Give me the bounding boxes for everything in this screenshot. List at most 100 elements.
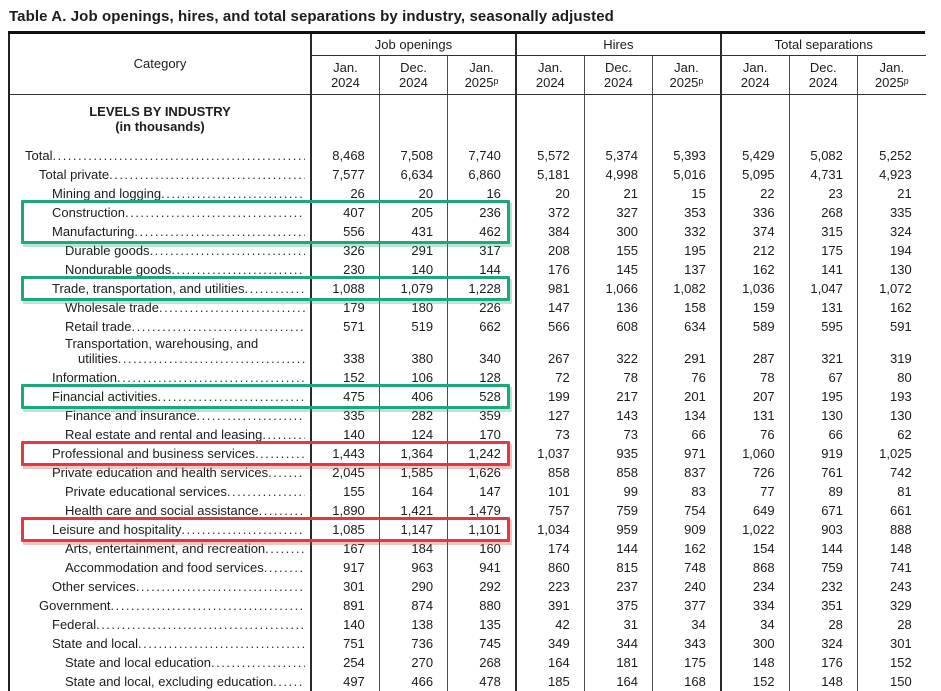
dot-leader <box>262 427 305 442</box>
value-cell: 78 <box>583 367 653 387</box>
table-row: Professional and business services1,443 1… <box>9 443 926 463</box>
value-cell: 205 <box>378 202 448 222</box>
value-cell: 76 <box>652 367 721 387</box>
value-cell: 236 <box>447 202 516 222</box>
value-cell: 868 <box>719 557 790 577</box>
value-cell: 5,393 <box>652 145 721 165</box>
category-cell: Professional and business services <box>9 444 311 463</box>
table-row: Mining and logging262016202115222321 <box>9 183 926 203</box>
value-cell: 268 <box>788 202 858 222</box>
value-cell: 2,045 <box>309 462 380 482</box>
value-cell: 519 <box>378 316 448 336</box>
category-label: Manufacturing <box>52 223 135 239</box>
value-cell: 591 <box>856 316 926 336</box>
value-cell: 556 <box>309 221 380 241</box>
value-cell: 326 <box>309 240 380 260</box>
value-cell: 140 <box>378 259 448 279</box>
value-cell: 888 <box>856 519 926 539</box>
value-cell: 6,634 <box>378 164 448 184</box>
value-cell <box>719 94 790 146</box>
value-cell: 175 <box>788 240 858 260</box>
dot-leader <box>150 243 305 258</box>
value-cell: 1,036 <box>719 278 790 298</box>
value-cell: 185 <box>514 671 585 691</box>
value-cell: 20 <box>514 183 585 203</box>
value-cell: 170 <box>447 424 516 444</box>
dot-leader <box>138 636 305 651</box>
value-cell: 168 <box>652 671 721 691</box>
dot-leader <box>255 446 305 461</box>
category-cell: Private education and health services <box>9 463 311 482</box>
month-header-row: Jan. 2024 Dec. 2024 Jan. 2025ᵖ Jan. 2024… <box>9 55 926 95</box>
value-cell: 1,228 <box>447 278 516 298</box>
value-cell: 661 <box>856 500 926 520</box>
table-row: Other services 30129029222323724023423224… <box>9 576 926 596</box>
value-cell: 349 <box>514 633 585 653</box>
dot-leader <box>227 484 305 499</box>
value-cell: 62 <box>856 424 926 444</box>
value-cell: 340 <box>447 335 516 368</box>
value-cell: 748 <box>652 557 721 577</box>
value-cell: 152 <box>856 652 926 672</box>
category-cell: Nondurable goods <box>9 260 311 279</box>
value-cell: 181 <box>583 652 653 672</box>
value-cell: 21 <box>856 183 926 203</box>
value-cell: 291 <box>378 240 448 260</box>
value-cell: 1,066 <box>583 278 653 298</box>
dot-leader <box>197 408 305 423</box>
category-cell: Financial activities <box>9 387 311 406</box>
dot-leader <box>244 281 305 296</box>
value-cell: 1,022 <box>719 519 790 539</box>
category-label: Finance and insurance <box>65 407 197 423</box>
category-label: Federal <box>52 616 97 632</box>
month-header: Jan. 2025ᵖ <box>447 55 516 95</box>
category-cell: Durable goods <box>9 241 311 260</box>
value-cell: 136 <box>583 297 653 317</box>
value-cell: 176 <box>514 259 585 279</box>
value-cell: 335 <box>309 405 380 425</box>
value-cell: 230 <box>309 259 380 279</box>
value-cell: 380 <box>378 335 448 368</box>
value-cell: 144 <box>447 259 516 279</box>
value-cell: 148 <box>788 671 858 691</box>
value-cell: 99 <box>583 481 653 501</box>
value-cell: 106 <box>378 367 448 387</box>
value-cell: 240 <box>652 576 721 596</box>
value-cell: 184 <box>378 538 448 558</box>
dot-leader <box>259 503 305 518</box>
value-cell <box>447 94 516 146</box>
value-cell: 1,088 <box>309 278 380 298</box>
value-cell: 754 <box>652 500 721 520</box>
value-cell: 268 <box>447 652 516 672</box>
value-cell: 324 <box>856 221 926 241</box>
value-cell: 7,740 <box>447 145 516 165</box>
value-cell: 16 <box>447 183 516 203</box>
value-cell: 909 <box>652 519 721 539</box>
value-cell: 162 <box>719 259 790 279</box>
table-row: Accommodation and food services 917963941… <box>9 557 926 577</box>
value-cell: 745 <box>447 633 516 653</box>
value-cell: 874 <box>378 595 448 615</box>
value-cell: 147 <box>447 481 516 501</box>
value-cell: 462 <box>447 221 516 241</box>
value-cell: 290 <box>378 576 448 596</box>
value-cell: 155 <box>309 481 380 501</box>
dot-leader <box>96 617 305 632</box>
value-cell: 1,443 <box>309 443 380 463</box>
value-cell: 66 <box>652 424 721 444</box>
category-label-continued: utilities <box>78 350 118 366</box>
value-cell <box>583 94 653 146</box>
value-cell: 223 <box>514 576 585 596</box>
value-cell: 267 <box>514 335 585 368</box>
value-cell: 1,025 <box>856 443 926 463</box>
group-header-job-openings: Job openings <box>310 34 516 56</box>
value-cell: 858 <box>583 462 653 482</box>
value-cell: 5,016 <box>652 164 721 184</box>
value-cell: 1,147 <box>378 519 448 539</box>
value-cell: 152 <box>309 367 380 387</box>
dot-leader <box>158 389 306 404</box>
value-cell: 144 <box>583 538 653 558</box>
category-label: Government <box>39 597 111 613</box>
value-cell: 193 <box>856 386 926 406</box>
